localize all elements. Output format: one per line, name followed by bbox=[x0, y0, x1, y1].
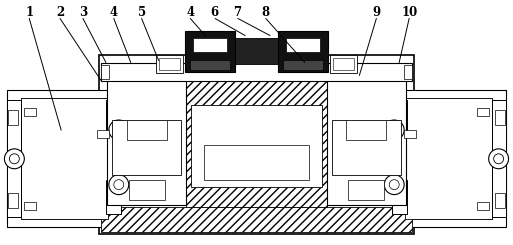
Bar bbox=[129, 180, 165, 200]
Circle shape bbox=[389, 180, 399, 190]
Bar bbox=[127, 120, 167, 140]
Text: 7: 7 bbox=[233, 6, 241, 19]
Circle shape bbox=[384, 120, 404, 140]
Bar bbox=[204, 145, 309, 180]
Bar bbox=[97, 130, 109, 138]
Text: 4: 4 bbox=[110, 6, 118, 19]
Circle shape bbox=[384, 175, 404, 195]
Circle shape bbox=[114, 180, 124, 190]
Bar bbox=[101, 65, 109, 79]
Polygon shape bbox=[101, 207, 412, 232]
Bar bbox=[327, 80, 406, 205]
Circle shape bbox=[5, 149, 24, 169]
Bar bbox=[107, 80, 186, 205]
Bar bbox=[112, 120, 182, 175]
Bar bbox=[477, 202, 489, 209]
Bar bbox=[8, 110, 18, 125]
Bar bbox=[22, 98, 108, 220]
Text: 6: 6 bbox=[211, 6, 219, 19]
Bar bbox=[477, 108, 489, 116]
Bar bbox=[185, 31, 235, 72]
Bar bbox=[283, 60, 323, 70]
Bar bbox=[278, 31, 328, 72]
Bar bbox=[392, 100, 407, 135]
Bar bbox=[106, 180, 121, 214]
Text: 8: 8 bbox=[262, 6, 270, 19]
Bar bbox=[193, 38, 227, 52]
Bar bbox=[24, 108, 36, 116]
Circle shape bbox=[389, 125, 399, 135]
Bar bbox=[495, 110, 505, 125]
Bar bbox=[405, 98, 491, 220]
Bar bbox=[332, 58, 354, 70]
Polygon shape bbox=[186, 80, 327, 207]
Circle shape bbox=[9, 154, 19, 164]
Bar bbox=[191, 105, 322, 187]
Bar bbox=[101, 63, 412, 81]
Circle shape bbox=[109, 175, 129, 195]
Circle shape bbox=[489, 149, 508, 169]
Bar bbox=[495, 193, 505, 208]
Bar bbox=[331, 120, 401, 175]
Text: 1: 1 bbox=[26, 6, 33, 19]
Circle shape bbox=[494, 154, 504, 164]
Text: 10: 10 bbox=[401, 6, 418, 19]
Polygon shape bbox=[405, 98, 491, 220]
Bar bbox=[7, 90, 113, 227]
Bar bbox=[7, 100, 22, 218]
Circle shape bbox=[114, 125, 124, 135]
Bar bbox=[106, 100, 121, 135]
Bar bbox=[404, 65, 412, 79]
Bar bbox=[8, 193, 18, 208]
Bar bbox=[159, 58, 181, 70]
Circle shape bbox=[109, 120, 129, 140]
Bar bbox=[346, 120, 386, 140]
Polygon shape bbox=[22, 98, 108, 220]
Bar bbox=[24, 202, 36, 209]
Bar bbox=[286, 38, 320, 52]
Bar bbox=[404, 130, 416, 138]
Bar bbox=[400, 90, 506, 227]
Text: 3: 3 bbox=[79, 6, 87, 19]
Bar bbox=[235, 38, 278, 64]
Text: 2: 2 bbox=[56, 6, 64, 19]
Bar bbox=[155, 55, 184, 73]
Bar bbox=[392, 180, 407, 214]
Bar bbox=[491, 100, 506, 218]
Bar bbox=[329, 55, 358, 73]
Bar bbox=[99, 55, 414, 234]
Text: 4: 4 bbox=[186, 6, 194, 19]
Text: 5: 5 bbox=[137, 6, 146, 19]
Bar bbox=[348, 180, 384, 200]
Text: 9: 9 bbox=[372, 6, 381, 19]
Bar bbox=[190, 60, 230, 70]
